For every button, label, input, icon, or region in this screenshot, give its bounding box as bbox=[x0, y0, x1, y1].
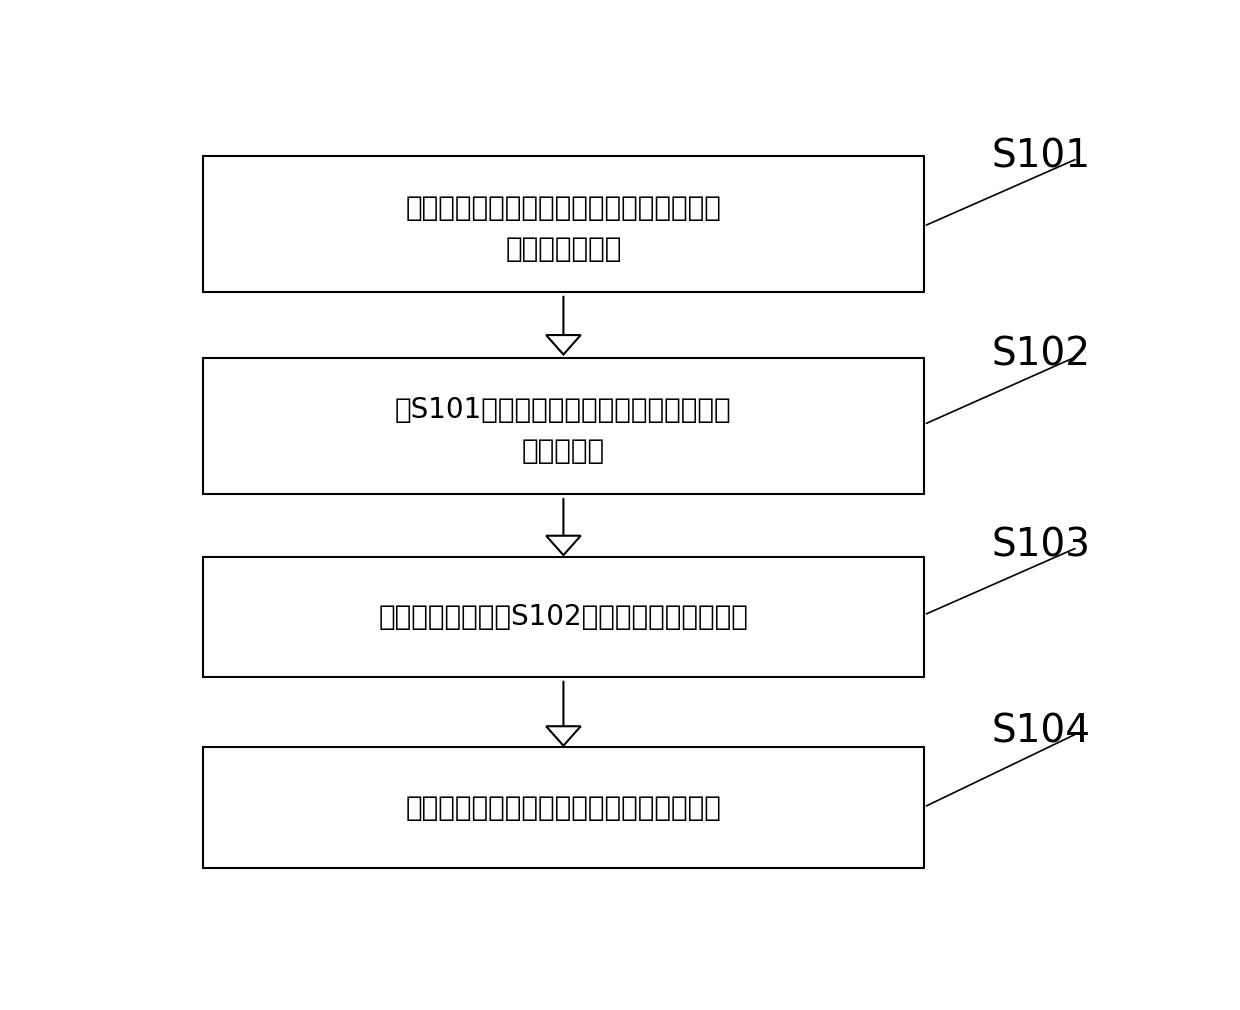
Text: S102: S102 bbox=[991, 335, 1090, 374]
Polygon shape bbox=[546, 335, 580, 355]
Bar bbox=[203, 157, 924, 292]
Text: S104: S104 bbox=[991, 713, 1090, 750]
Text: 保温后冷却: 保温后冷却 bbox=[522, 437, 605, 465]
Bar bbox=[203, 557, 924, 678]
Bar bbox=[203, 359, 924, 495]
Text: S101: S101 bbox=[991, 137, 1090, 175]
Polygon shape bbox=[546, 726, 580, 745]
Text: 最后采用超纯水洗涤至中性，并离心、干燥: 最后采用超纯水洗涤至中性，并离心、干燥 bbox=[405, 794, 722, 821]
Polygon shape bbox=[546, 535, 580, 556]
Text: 按比例混合均匀: 按比例混合均匀 bbox=[505, 234, 621, 263]
Text: S103: S103 bbox=[991, 526, 1090, 564]
Text: 将S101中的混合物进行加热至一定温度，: 将S101中的混合物进行加热至一定温度， bbox=[396, 396, 732, 424]
Text: 然后采用稀酸洗涤S102中冷却后得到的混合物: 然后采用稀酸洗涤S102中冷却后得到的混合物 bbox=[378, 603, 749, 631]
Bar bbox=[203, 747, 924, 868]
Text: 首先将天然辉钼矿粉末、金属还原剂和熔盐: 首先将天然辉钼矿粉末、金属还原剂和熔盐 bbox=[405, 194, 722, 222]
